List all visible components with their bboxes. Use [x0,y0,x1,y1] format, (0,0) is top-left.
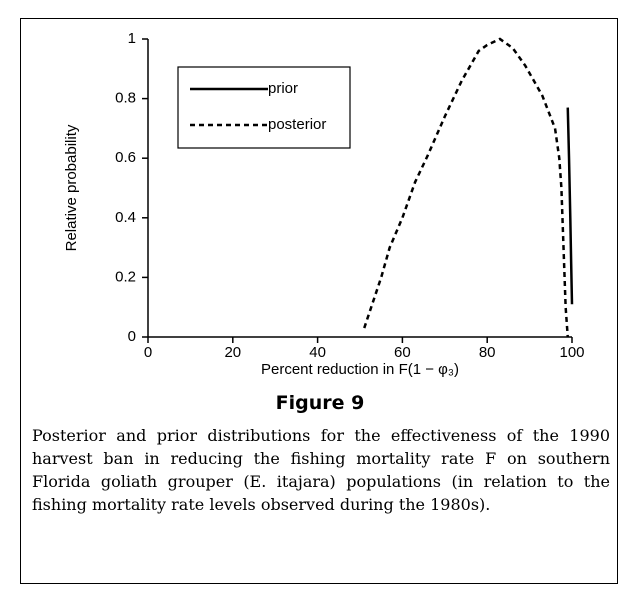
legend-label: prior [268,80,298,97]
chart: Relative probability Percent reduction i… [63,30,585,378]
series-line [363,37,570,338]
legend-box [177,66,351,149]
figure-frame [20,18,618,584]
y-tick-label: 0 [128,328,136,345]
figure-title: Figure 9 [275,392,365,414]
y-tick-label: 0.4 [115,209,136,226]
x-tick-label: 40 [309,344,326,361]
x-tick-label: 20 [224,344,241,361]
x-tick-label: 80 [479,344,496,361]
series-line [566,107,574,305]
x-axis-label: Percent reduction in F(1 − φ₃) [261,361,459,378]
x-tick-label: 60 [394,344,411,361]
x-tick-label: 0 [144,344,152,361]
y-tick-label: 0.6 [115,149,136,166]
y-tick-label: 0.2 [115,268,136,285]
y-tick-label: 0.8 [115,90,136,107]
y-axis-label: Relative probability [63,124,80,251]
y-tick-label: 1 [128,30,136,47]
x-tick-label: 100 [559,344,584,361]
legend-label: posterior [268,116,326,133]
caption: Posterior and prior distributions for th… [32,426,610,514]
